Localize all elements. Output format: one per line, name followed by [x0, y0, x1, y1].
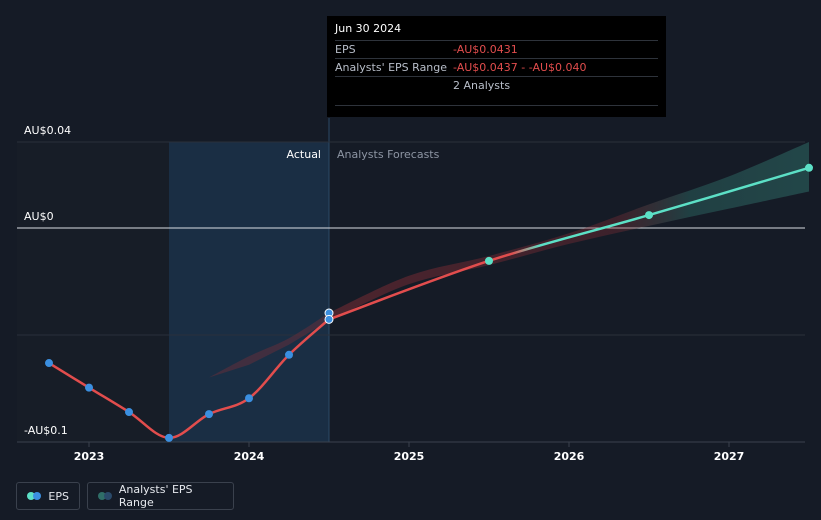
past-region	[17, 142, 169, 442]
eps-legend-icon	[27, 491, 42, 501]
eps-actual-point	[285, 350, 293, 359]
x-tick-label: 2026	[554, 450, 585, 463]
eps-forecast-line	[328, 166, 810, 321]
actual-region	[169, 142, 329, 442]
eps-actual-point	[125, 408, 133, 417]
tooltip-date: Jun 30 2024	[335, 22, 402, 35]
eps-current-marker	[324, 314, 334, 324]
past-range-band	[209, 312, 329, 378]
actual-label: Actual	[287, 148, 321, 161]
x-tick-label: 2023	[74, 450, 105, 463]
y-tick-label: AU$0.04	[24, 124, 71, 137]
range-legend-icon	[98, 491, 113, 501]
tooltip-eps-row: EPS -AU$0.0431	[335, 40, 658, 58]
y-tick-label: AU$0	[24, 210, 54, 223]
tooltip-analysts-row: 2 Analysts	[335, 76, 658, 106]
tooltip-range-value: -AU$0.0437 - -AU$0.040	[453, 61, 587, 74]
eps-actual-point	[85, 383, 93, 392]
eps-actual-point	[165, 433, 173, 442]
eps-actual-point	[245, 394, 253, 403]
x-tick-label: 2027	[714, 450, 745, 463]
eps-forecast-point	[485, 256, 493, 265]
legend-eps-label: EPS	[48, 489, 69, 503]
tooltip-range-row: Analysts' EPS Range -AU$0.0437 - -AU$0.0…	[335, 58, 658, 76]
eps-actual-point	[205, 410, 213, 419]
forecast-label: Analysts Forecasts	[337, 148, 440, 161]
y-tick-label: -AU$0.1	[24, 424, 68, 437]
tooltip: Jun 30 2024 EPS -AU$0.0431 Analysts' EPS…	[327, 16, 666, 117]
tooltip-eps-label: EPS	[335, 43, 356, 56]
tooltip-range-label: Analysts' EPS Range	[335, 61, 448, 74]
x-tick-label: 2025	[394, 450, 425, 463]
tooltip-analysts: 2 Analysts	[453, 79, 511, 92]
legend-range-label: Analysts' EPS Range	[118, 483, 193, 509]
legend-range-toggle[interactable]: Analysts' EPS Range	[87, 482, 234, 510]
tooltip-eps-value: -AU$0.0431	[453, 43, 518, 56]
legend-eps-toggle[interactable]: EPS	[16, 482, 80, 510]
x-tick-label: 2024	[234, 450, 265, 463]
eps-forecast-point	[645, 211, 653, 220]
eps-forecast-point	[805, 163, 813, 172]
eps-actual-point	[45, 359, 53, 368]
eps-range-band	[329, 142, 809, 321]
